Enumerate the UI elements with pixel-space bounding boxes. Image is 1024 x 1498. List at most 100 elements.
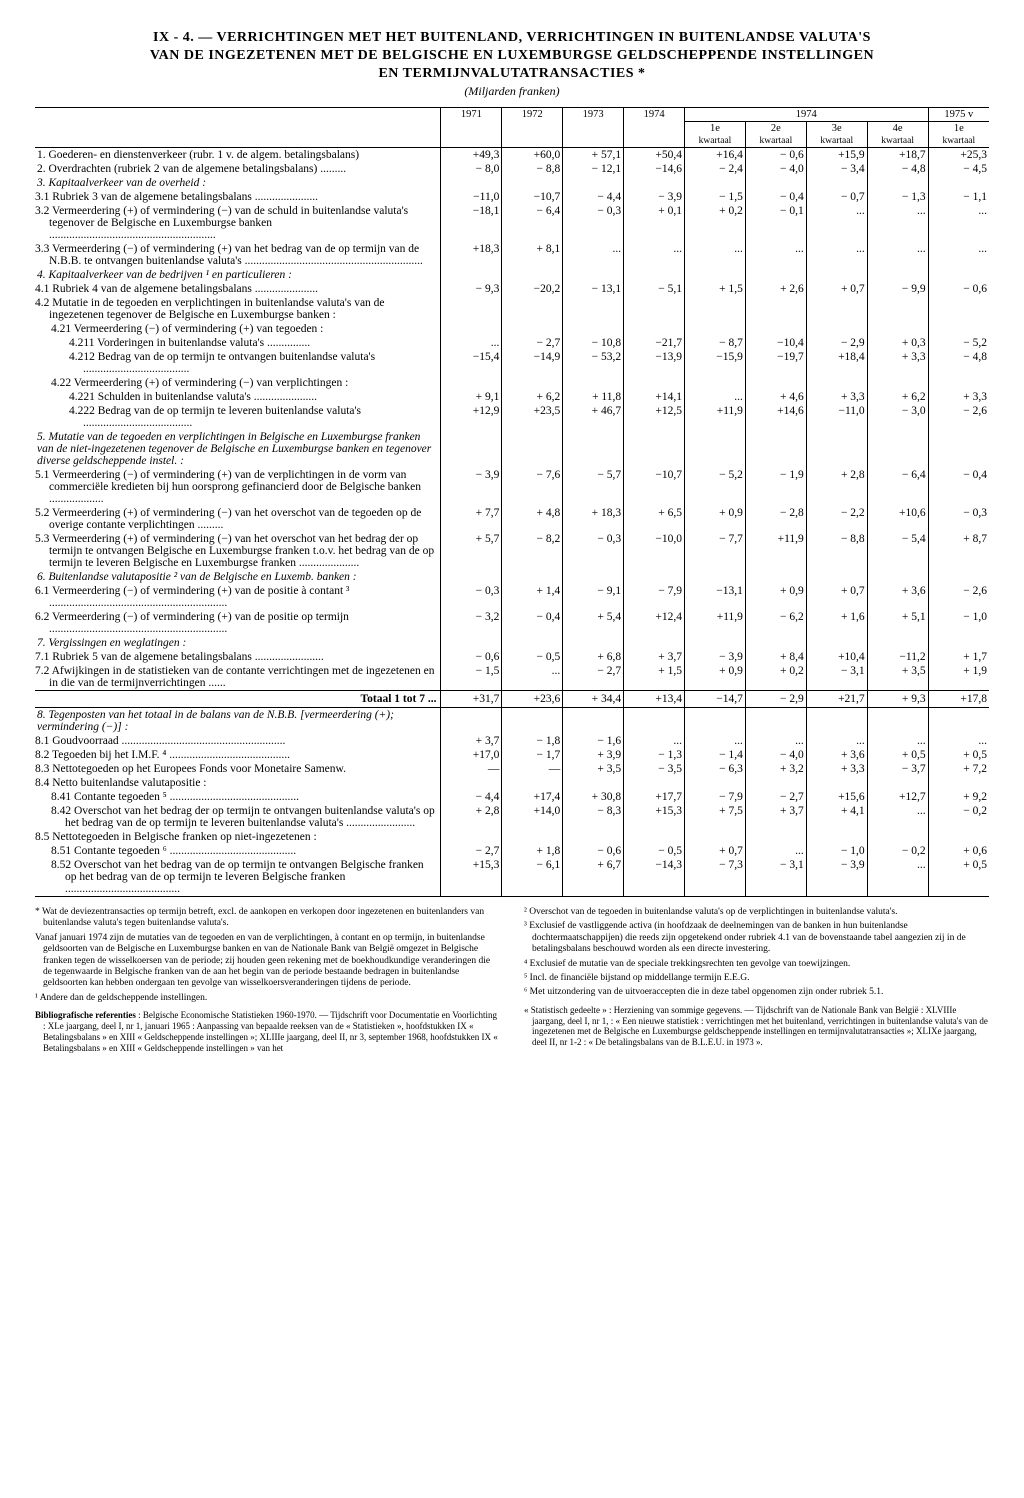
table-row: 7.2 Afwijkingen in de statistieken van d… — [35, 664, 989, 691]
row-value: − 1,5 — [685, 190, 746, 204]
row-value: + 6,8 — [563, 650, 624, 664]
total-row: Totaal 1 tot 7 ... +31,7 +23,6 + 34,4 +1… — [35, 691, 989, 708]
row-value — [928, 636, 989, 650]
row-value: − 1,3 — [624, 748, 685, 762]
row-desc: 4.221 Schulden in buitenlandse valuta's … — [35, 390, 441, 404]
row-value: +11,9 — [745, 532, 806, 570]
row-value: − 0,2 — [867, 844, 928, 858]
col-1971: 1971 — [441, 108, 502, 148]
row-value: −10,7 — [502, 190, 563, 204]
row-value: − 0,4 — [928, 468, 989, 506]
row-desc: 4.21 Vermeerdering (−) of vermindering (… — [35, 322, 441, 336]
row-value — [745, 636, 806, 650]
row-value: −15,9 — [685, 350, 746, 376]
row-value: ... — [563, 242, 624, 268]
row-value — [563, 322, 624, 336]
table-row: 6.2 Vermeerdering (−) of vermindering (+… — [35, 610, 989, 636]
row-value: − 5,4 — [867, 532, 928, 570]
footnote: ⁶ Met uitzondering van de uitvoeraccepte… — [524, 987, 989, 998]
row-value: − 2,7 — [502, 336, 563, 350]
row-value: +14,0 — [502, 804, 563, 830]
row-value: + 3,7 — [624, 650, 685, 664]
table-row: 6.1 Vermeerdering (−) of vermindering (+… — [35, 584, 989, 610]
row-value — [502, 296, 563, 322]
row-value: + 3,7 — [745, 804, 806, 830]
row-value: − 2,7 — [441, 844, 502, 858]
row-value — [867, 176, 928, 190]
col-group-1975: 1975 v — [928, 108, 989, 122]
row-value — [806, 430, 867, 468]
row-value: + 0,5 — [928, 748, 989, 762]
row-value — [806, 570, 867, 584]
row-value: +10,6 — [867, 506, 928, 532]
row-value — [685, 430, 746, 468]
row-value: − 7,9 — [685, 790, 746, 804]
row-value — [441, 708, 502, 735]
table-row: 3.3 Vermeerdering (−) of vermindering (+… — [35, 242, 989, 268]
row-value: − 7,6 — [502, 468, 563, 506]
row-desc: 4.1 Rubriek 4 van de algemene betalingsb… — [35, 282, 441, 296]
row-value: ... — [624, 242, 685, 268]
table-row: 8. Tegenposten van het totaal in de bala… — [35, 708, 989, 735]
row-value: − 4,0 — [745, 162, 806, 176]
row-desc: 1. Goederen- en dienstenverkeer (rubr. 1… — [35, 148, 441, 163]
row-value — [928, 830, 989, 844]
row-value — [928, 376, 989, 390]
row-value: + 5,1 — [867, 610, 928, 636]
row-desc: 6. Buitenlandse valutapositie ² van de B… — [35, 570, 441, 584]
row-value: +15,6 — [806, 790, 867, 804]
row-value: − 1,6 — [563, 734, 624, 748]
row-desc: 5.3 Vermeerdering (+) of vermindering (−… — [35, 532, 441, 570]
row-value — [441, 570, 502, 584]
row-value: ... — [928, 242, 989, 268]
total-v0: +31,7 — [441, 691, 502, 708]
row-value: − 7,3 — [685, 858, 746, 897]
row-value — [745, 430, 806, 468]
row-value — [441, 430, 502, 468]
row-value: +17,4 — [502, 790, 563, 804]
row-value: ... — [745, 844, 806, 858]
table-row: 3. Kapitaalverkeer van de overheid : — [35, 176, 989, 190]
row-value: + 18,3 — [563, 506, 624, 532]
row-value: +11,9 — [685, 610, 746, 636]
row-value: −11,0 — [806, 404, 867, 430]
row-value — [867, 376, 928, 390]
row-value — [745, 268, 806, 282]
row-value: − 2,7 — [563, 664, 624, 691]
footnote: ⁵ Incl. de financiële bijstand op middel… — [524, 973, 989, 984]
row-value: − 0,1 — [745, 204, 806, 242]
row-desc: 3. Kapitaalverkeer van de overheid : — [35, 176, 441, 190]
row-value: − 0,5 — [624, 844, 685, 858]
row-value: − 6,1 — [502, 858, 563, 897]
row-value: + 3,3 — [867, 350, 928, 376]
row-value: − 2,8 — [745, 506, 806, 532]
row-value: + 7,2 — [928, 762, 989, 776]
row-value: +17,7 — [624, 790, 685, 804]
row-value: − 1,9 — [745, 468, 806, 506]
row-desc: 2. Overdrachten (rubriek 2 van de algeme… — [35, 162, 441, 176]
row-value — [928, 570, 989, 584]
table-row: 5.3 Vermeerdering (+) of vermindering (−… — [35, 532, 989, 570]
row-value: − 8,8 — [502, 162, 563, 176]
row-value: − 3,9 — [624, 190, 685, 204]
row-desc: 4.211 Vorderingen in buitenlandse valuta… — [35, 336, 441, 350]
row-value: + 30,8 — [563, 790, 624, 804]
row-value — [685, 830, 746, 844]
row-value: + 8,1 — [502, 242, 563, 268]
row-value — [624, 776, 685, 790]
row-value: − 13,1 — [563, 282, 624, 296]
col-kw5: kwartaal — [928, 135, 989, 148]
row-value: −15,4 — [441, 350, 502, 376]
row-desc: 4.2 Mutatie in de tegoeden en verplichti… — [35, 296, 441, 322]
row-value: − 4,8 — [867, 162, 928, 176]
col-kw4: kwartaal — [867, 135, 928, 148]
row-value — [624, 830, 685, 844]
row-value: −20,2 — [502, 282, 563, 296]
row-value — [563, 376, 624, 390]
row-value: −10,7 — [624, 468, 685, 506]
row-value: + 0,9 — [685, 506, 746, 532]
row-value — [624, 376, 685, 390]
bib-left: Bibliografische referenties : Belgische … — [35, 1010, 500, 1053]
row-value: + 9,1 — [441, 390, 502, 404]
row-value: + 4,8 — [502, 506, 563, 532]
